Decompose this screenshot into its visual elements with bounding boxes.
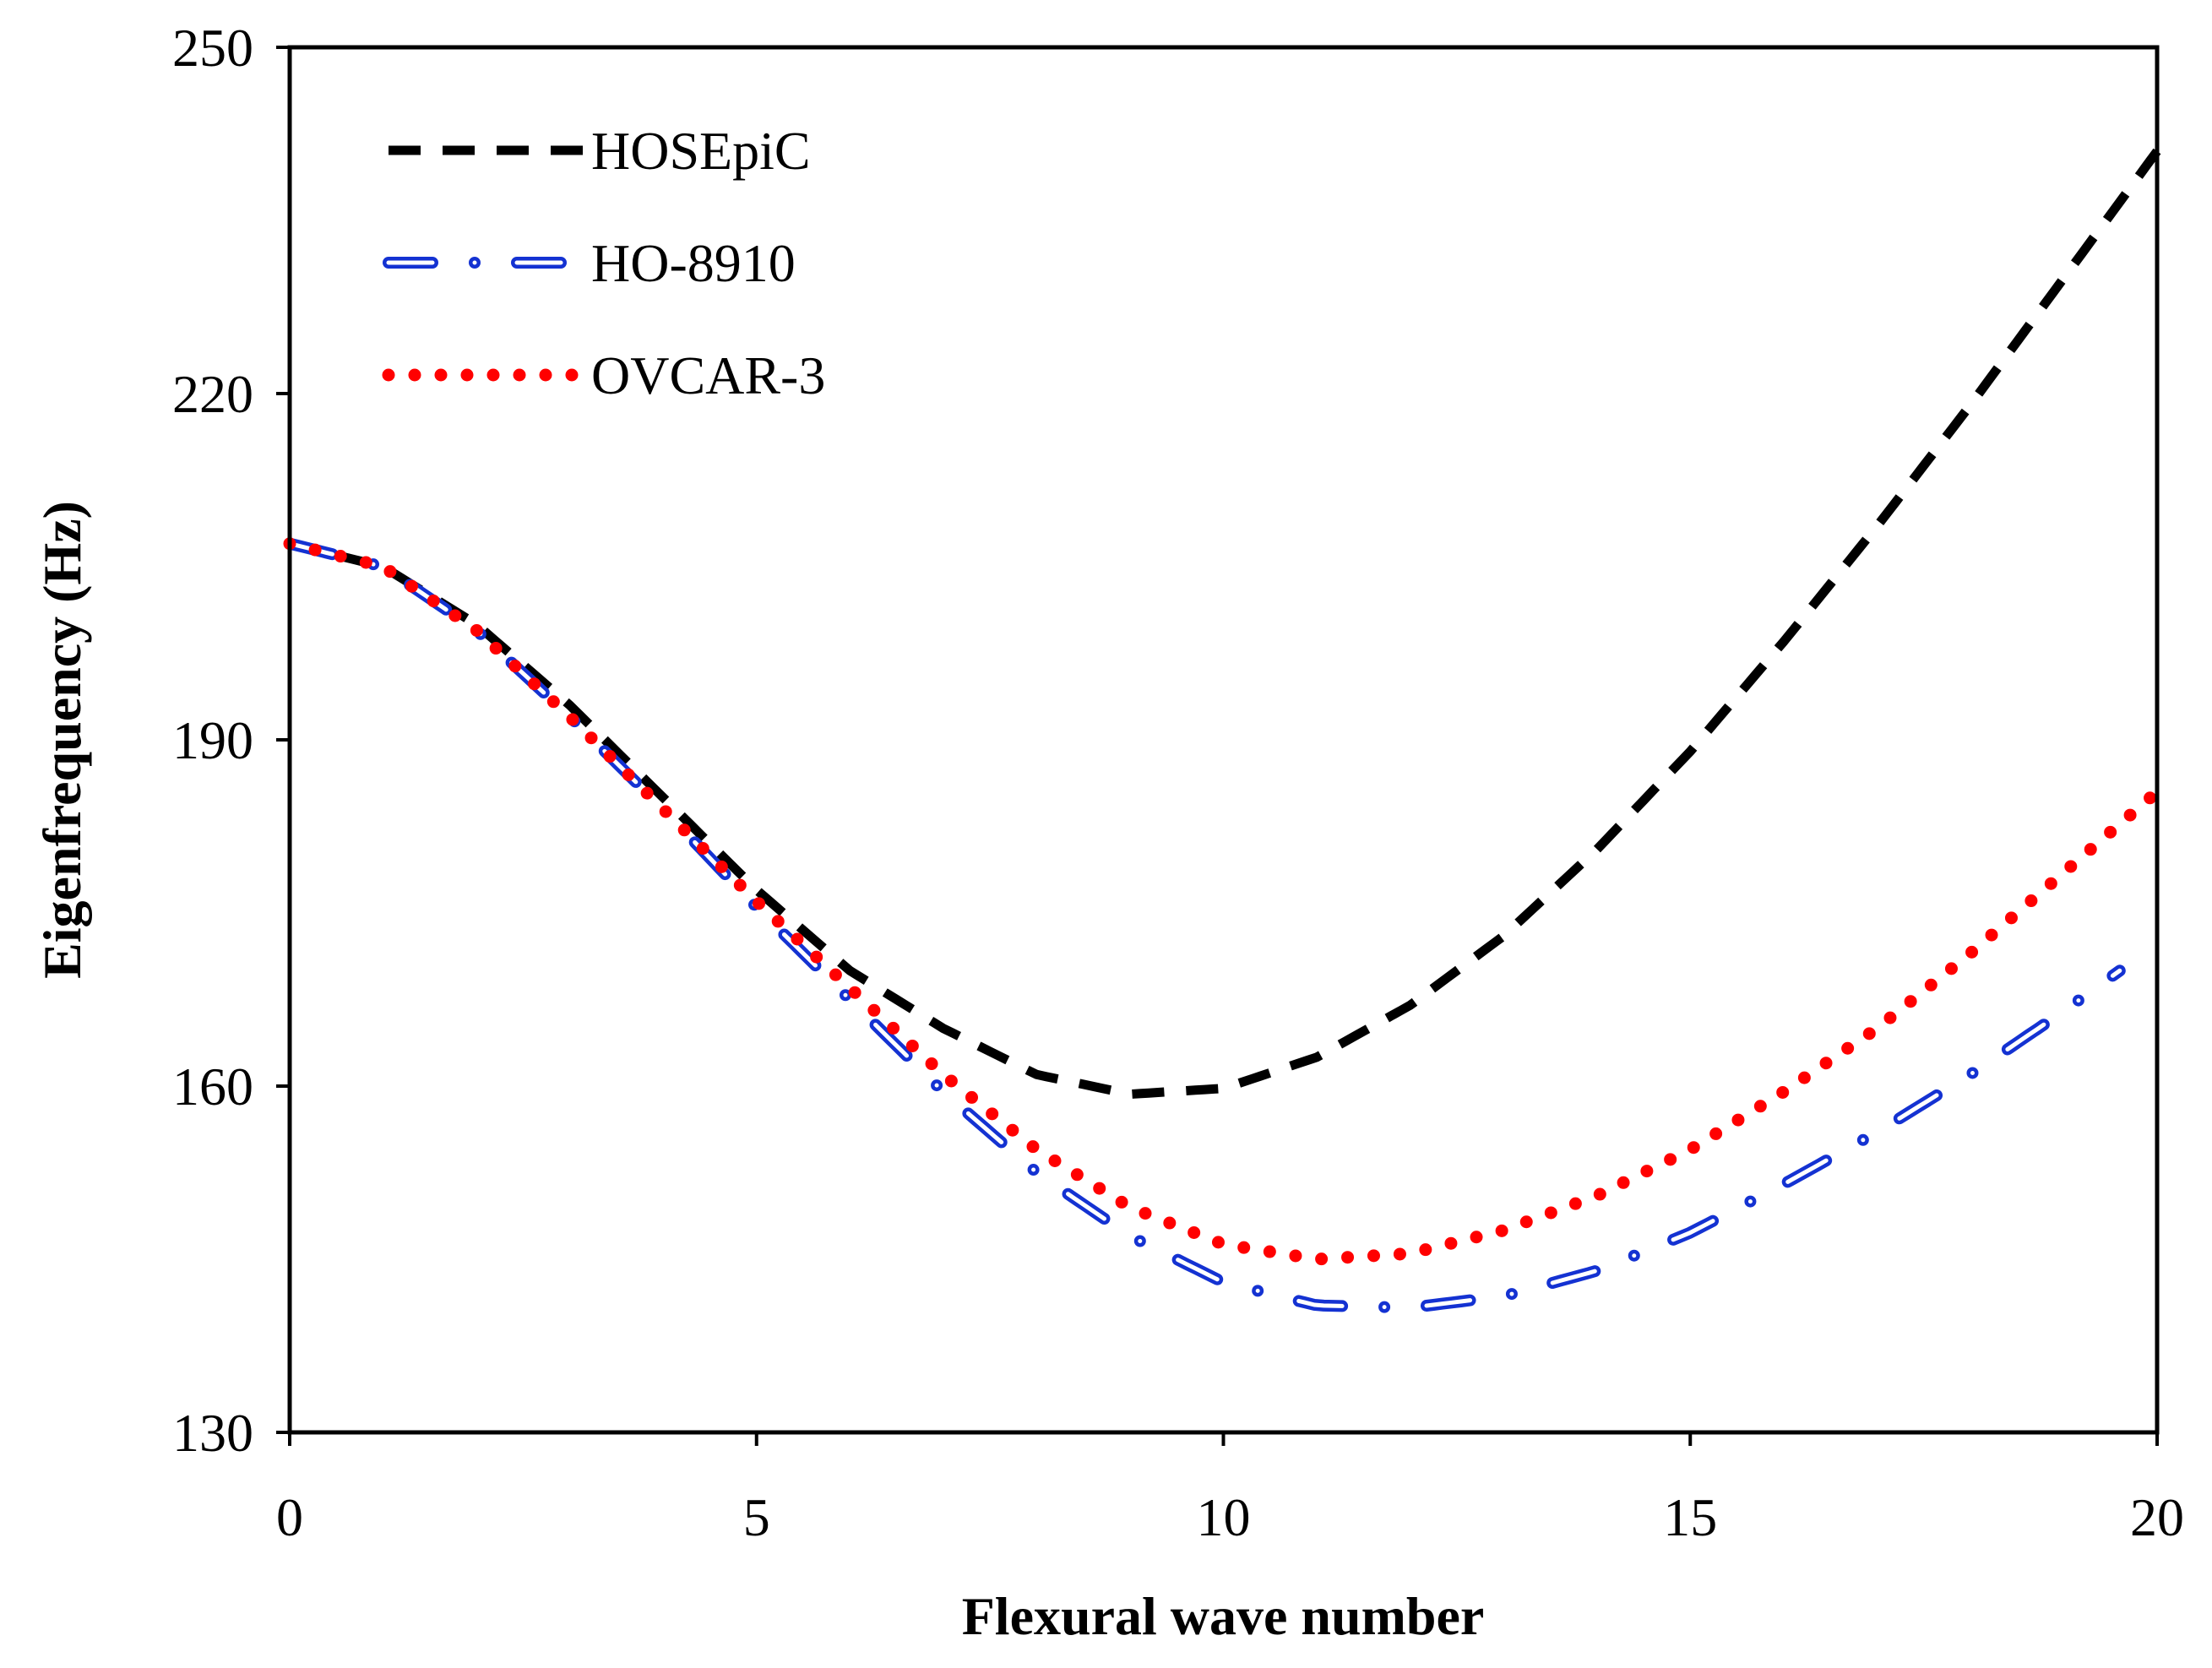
x-tick-label: 0	[276, 1487, 303, 1547]
y-tick-label: 250	[172, 18, 253, 78]
series-hosepic	[288, 148, 2161, 1100]
y-tick-label: 220	[172, 364, 253, 424]
legend: HOSEpiC HO-8910 OVCAR-3	[382, 121, 825, 405]
legend-label: OVCAR-3	[591, 345, 825, 405]
legend-item-ho-8910: HO-8910	[383, 233, 796, 293]
y-axis-title: Eigenfrequency (Hz)	[32, 501, 92, 979]
series-line-ovcar-3	[283, 537, 2164, 1266]
legend-item-hosepic: HOSEpiC	[389, 121, 811, 181]
series-layer	[283, 148, 2164, 1314]
legend-label: HOSEpiC	[591, 121, 811, 181]
series-ovcar-3	[283, 537, 2164, 1266]
ticks-layer: 0 5 10 15 20 130 160 190 220 250	[172, 18, 2184, 1547]
legend-label: HO-8910	[591, 233, 796, 293]
legend-item-ovcar-3: OVCAR-3	[382, 345, 825, 405]
series-line-hosepic	[288, 148, 2161, 1100]
series-ho-8910	[284, 537, 2126, 1314]
y-tick-label: 130	[172, 1403, 253, 1463]
series-line-core-ho-8910	[287, 541, 2122, 1310]
x-tick-label: 20	[2130, 1487, 2184, 1547]
x-tick-label: 15	[1663, 1487, 1717, 1547]
x-axis-title: Flexural wave number	[962, 1586, 1485, 1646]
series-line-ho-8910	[284, 537, 2126, 1314]
y-tick-label: 160	[172, 1057, 253, 1117]
plot-frame	[287, 45, 2160, 1435]
y-tick-label: 190	[172, 710, 253, 770]
x-tick-label: 5	[743, 1487, 770, 1547]
x-tick-label: 10	[1197, 1487, 1251, 1547]
